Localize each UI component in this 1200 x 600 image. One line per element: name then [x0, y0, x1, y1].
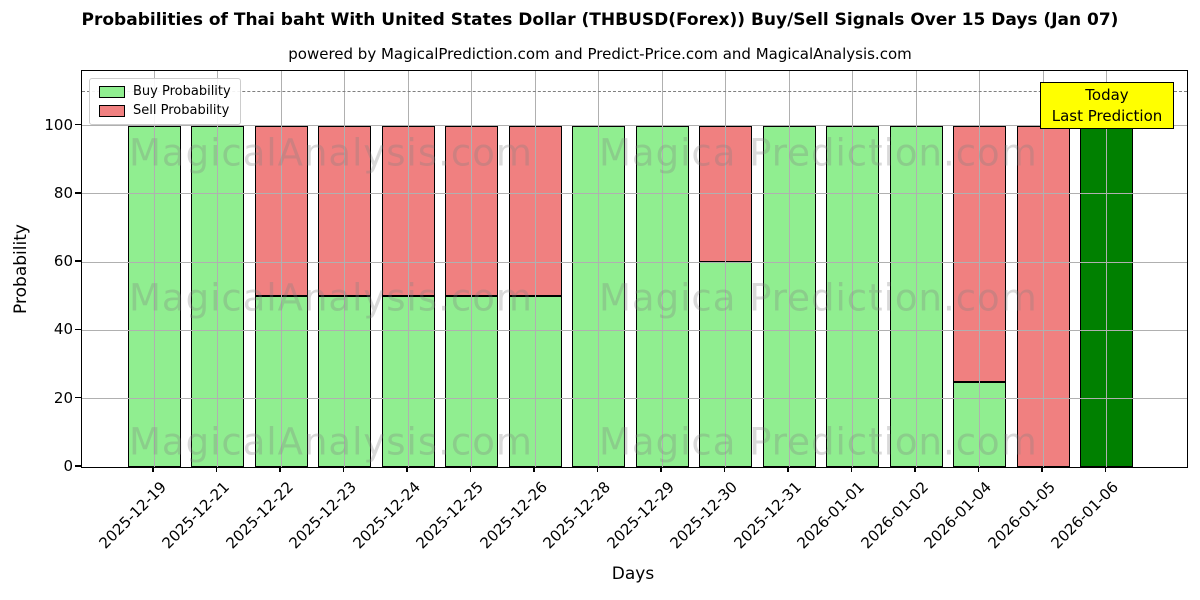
gridline-h [82, 329, 1187, 331]
legend-label-buy: Buy Probability [133, 84, 231, 99]
gridline-v [153, 71, 155, 467]
gridline-v [471, 71, 472, 467]
today-annotation: Today Last Prediction [1040, 82, 1174, 129]
y-tick-mark [75, 397, 81, 399]
today-annotation-line2: Last Prediction [1051, 106, 1163, 125]
gridline-h [82, 125, 1187, 127]
gridline-h [82, 193, 1187, 195]
today-annotation-line1: Today [1085, 85, 1129, 104]
chart-title: Probabilities of Thai baht With United S… [81, 10, 1119, 30]
x-tick-label: 2025-12-30 [666, 478, 742, 553]
gridline-v [1042, 71, 1044, 467]
y-tick-mark [75, 260, 81, 262]
x-tick-label: 2025-12-19 [95, 478, 170, 553]
gridline-v [661, 71, 663, 467]
y-tick-label: 60 [53, 252, 73, 271]
plot-area: MagicalAnalysis.com Magica Prediction.com… [81, 70, 1188, 468]
x-tick-mark [977, 466, 980, 472]
dashed-threshold-line [82, 91, 1187, 93]
gridline-v [852, 71, 853, 467]
legend-label-sell: Sell Probability [133, 103, 230, 118]
y-axis-label: Probability [11, 224, 31, 314]
x-tick-mark [787, 466, 789, 472]
x-tick-mark [342, 466, 345, 472]
x-tick-mark [914, 466, 916, 472]
gridline-v [344, 71, 345, 467]
x-tick-mark [723, 466, 726, 472]
gridline-h [82, 261, 1187, 263]
sell-swatch-icon [99, 105, 125, 117]
legend: Buy Probability Sell Probability [89, 78, 241, 125]
gridline-v [915, 71, 917, 467]
gridline-v [788, 71, 790, 467]
gridline-v [598, 71, 599, 467]
y-tick-label: 20 [53, 388, 73, 407]
x-tick-label: 2025-12-21 [158, 478, 234, 553]
y-tick-mark [75, 192, 81, 194]
gridline-v [280, 71, 282, 467]
x-tick-label: 2025-12-28 [539, 478, 615, 553]
y-tick-label: 40 [53, 320, 73, 339]
x-tick-mark [1104, 466, 1107, 472]
x-tick-label: 2025-12-22 [222, 478, 297, 553]
y-tick-mark [75, 465, 81, 467]
x-tick-mark [406, 466, 408, 472]
y-tick-label: 80 [53, 183, 73, 202]
x-tick-label: 2025-12-24 [349, 478, 424, 553]
gridline-v [979, 71, 980, 467]
watermark-text: MagicalAnalysis.com [129, 131, 533, 175]
watermark-text: Magica Prediction.com [599, 276, 1038, 320]
x-tick-label: 2026-01-05 [984, 478, 1059, 553]
x-axis-label: Days [611, 564, 655, 584]
x-tick-mark [596, 466, 599, 472]
x-tick-label: 2025-12-26 [476, 478, 551, 553]
x-tick-mark [279, 466, 281, 472]
y-tick-mark [75, 328, 81, 331]
x-tick-mark [850, 466, 853, 472]
x-tick-label: 2026-01-01 [793, 478, 869, 553]
x-tick-label: 2026-01-06 [1047, 478, 1123, 553]
x-tick-label: 2026-01-02 [857, 478, 932, 553]
watermark-text: MagicalAnalysis.com [129, 420, 533, 464]
gridline-h [82, 398, 1187, 400]
x-tick-mark [215, 466, 218, 472]
chart-subtitle: powered by MagicalPrediction.com and Pre… [288, 45, 912, 63]
gridline-v [217, 71, 218, 467]
gridline-v [725, 71, 726, 467]
gridline-v [407, 71, 409, 467]
watermark-text: Magica Prediction.com [599, 420, 1038, 464]
x-tick-mark [660, 466, 662, 472]
x-tick-mark [533, 466, 535, 472]
y-tick-mark [75, 123, 81, 126]
gridline-v [1106, 71, 1107, 467]
y-tick-label: 100 [44, 115, 73, 134]
x-tick-label: 2026-01-04 [920, 478, 996, 553]
legend-item-buy: Buy Probability [99, 85, 231, 99]
buy-swatch-icon [99, 86, 125, 98]
watermark-text: Magica Prediction.com [599, 131, 1038, 175]
x-tick-mark [469, 466, 472, 472]
y-tick-label: 0 [63, 457, 73, 475]
watermark-text: MagicalAnalysis.com [129, 276, 533, 320]
x-tick-label: 2025-12-31 [730, 478, 805, 553]
x-tick-label: 2025-12-25 [412, 478, 488, 553]
x-tick-mark [1041, 466, 1043, 472]
x-tick-label: 2025-12-29 [603, 478, 678, 553]
legend-item-sell: Sell Probability [99, 104, 231, 118]
gridline-v [534, 71, 536, 467]
x-tick-mark [152, 466, 154, 472]
x-tick-label: 2025-12-23 [285, 478, 361, 553]
